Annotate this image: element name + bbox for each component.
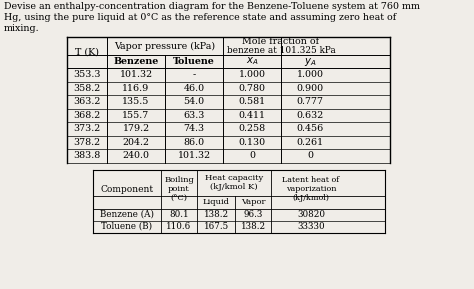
Text: 96.3: 96.3: [243, 210, 263, 219]
Text: 383.8: 383.8: [73, 151, 100, 160]
Text: 1.000: 1.000: [297, 70, 323, 79]
Text: T (K): T (K): [75, 48, 99, 57]
Text: Devise an enthalpy-concentration diagram for the Benzene-Toluene system at 760 m: Devise an enthalpy-concentration diagram…: [4, 2, 420, 11]
Text: 46.0: 46.0: [183, 84, 205, 93]
Text: Hg, using the pure liquid at 0°C as the reference state and assuming zero heat o: Hg, using the pure liquid at 0°C as the …: [4, 13, 396, 22]
Text: -: -: [192, 70, 196, 79]
Text: Vapor: Vapor: [241, 198, 265, 206]
Text: Benzene (A): Benzene (A): [100, 210, 154, 219]
Text: 363.2: 363.2: [73, 97, 100, 106]
Text: 0.456: 0.456: [296, 124, 324, 133]
Text: 101.32: 101.32: [119, 70, 153, 79]
Text: 353.3: 353.3: [73, 70, 101, 79]
Text: 138.2: 138.2: [203, 210, 228, 219]
Text: 0.900: 0.900: [296, 84, 324, 93]
Text: 110.6: 110.6: [166, 222, 191, 231]
Text: 240.0: 240.0: [122, 151, 149, 160]
Text: 54.0: 54.0: [183, 97, 205, 106]
Text: 204.2: 204.2: [122, 138, 149, 147]
Text: Mole fraction of: Mole fraction of: [242, 37, 319, 46]
Text: benzene at 101.325 kPa: benzene at 101.325 kPa: [227, 46, 336, 55]
Text: 0.780: 0.780: [238, 84, 265, 93]
Text: 358.2: 358.2: [73, 84, 100, 93]
Text: 373.2: 373.2: [73, 124, 100, 133]
Text: $y_A$: $y_A$: [304, 55, 316, 68]
Text: 167.5: 167.5: [203, 222, 228, 231]
Text: Liquid: Liquid: [202, 198, 229, 206]
Text: Toluene: Toluene: [173, 57, 215, 66]
Text: 0.777: 0.777: [297, 97, 323, 106]
Text: 0.411: 0.411: [238, 111, 265, 120]
Text: 86.0: 86.0: [183, 138, 205, 147]
Text: 378.2: 378.2: [73, 138, 100, 147]
Text: 116.9: 116.9: [122, 84, 150, 93]
Text: Vapor pressure (kPa): Vapor pressure (kPa): [114, 41, 216, 51]
Text: 0.632: 0.632: [296, 111, 324, 120]
Text: Toluene (B): Toluene (B): [101, 222, 153, 231]
Text: 74.3: 74.3: [183, 124, 205, 133]
Text: mixing.: mixing.: [4, 24, 40, 33]
Text: 155.7: 155.7: [122, 111, 150, 120]
Text: 0.258: 0.258: [238, 124, 265, 133]
Text: 138.2: 138.2: [240, 222, 265, 231]
Text: 0: 0: [249, 151, 255, 160]
Text: Latent heat of
vaporization
(kJ/kmol): Latent heat of vaporization (kJ/kmol): [283, 176, 340, 202]
Text: 101.32: 101.32: [177, 151, 210, 160]
Text: 63.3: 63.3: [183, 111, 205, 120]
Text: 80.1: 80.1: [169, 210, 189, 219]
Text: Boiling
point
(°C): Boiling point (°C): [164, 176, 194, 202]
Text: 0.261: 0.261: [296, 138, 324, 147]
Text: 30820: 30820: [297, 210, 325, 219]
Text: 0: 0: [307, 151, 313, 160]
Text: Heat capacity
(kJ/kmol K): Heat capacity (kJ/kmol K): [205, 174, 263, 191]
Text: 179.2: 179.2: [122, 124, 150, 133]
Text: Benzene: Benzene: [113, 57, 159, 66]
Text: 33330: 33330: [297, 222, 325, 231]
Text: 0.581: 0.581: [238, 97, 265, 106]
Text: 0.130: 0.130: [238, 138, 265, 147]
Text: $x_A$: $x_A$: [246, 55, 258, 67]
Text: Component: Component: [100, 184, 154, 194]
Text: 368.2: 368.2: [73, 111, 100, 120]
Text: 135.5: 135.5: [122, 97, 150, 106]
Text: 1.000: 1.000: [238, 70, 265, 79]
